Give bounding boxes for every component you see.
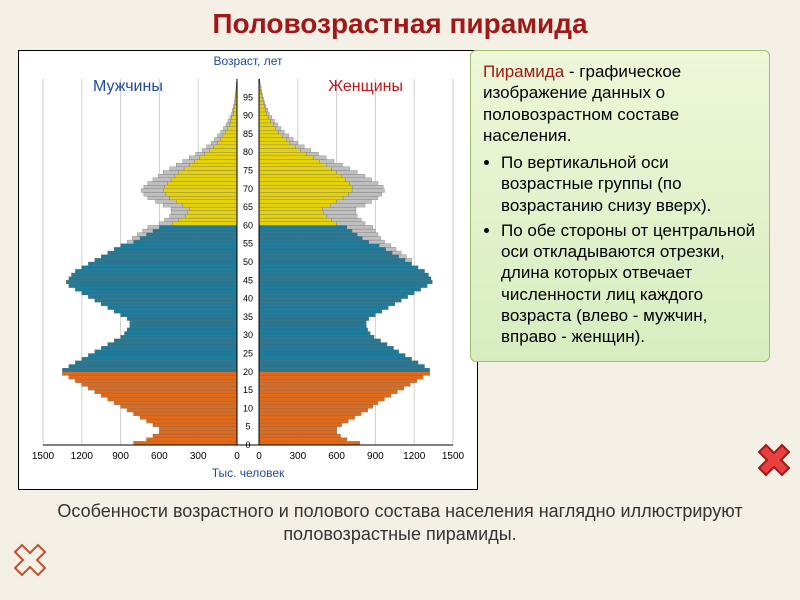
svg-text:0: 0 [245, 440, 250, 450]
svg-text:1200: 1200 [403, 451, 426, 462]
svg-text:60: 60 [243, 220, 253, 230]
svg-text:80: 80 [243, 147, 253, 157]
svg-text:600: 600 [151, 451, 168, 462]
slide: Половозрастная пирамида 1500150012001200… [0, 0, 800, 600]
svg-text:35: 35 [243, 312, 253, 322]
svg-text:600: 600 [328, 451, 345, 462]
svg-text:85: 85 [243, 129, 253, 139]
info-box: Пирамида - графическое изображение данны… [470, 50, 770, 362]
svg-text:5: 5 [245, 422, 250, 432]
term: Пирамида [483, 62, 564, 81]
prev-button[interactable] [10, 540, 50, 580]
svg-text:1500: 1500 [442, 451, 465, 462]
svg-text:90: 90 [243, 111, 253, 121]
svg-text:15: 15 [243, 385, 253, 395]
next-button[interactable] [754, 440, 794, 480]
svg-text:25: 25 [243, 349, 253, 359]
info-bullets: По вертикальной оси возрастные группы (п… [501, 152, 757, 347]
page-title: Половозрастная пирамида [0, 0, 800, 44]
svg-text:Тыс. человек: Тыс. человек [212, 466, 285, 480]
svg-text:Мужчины: Мужчины [93, 78, 163, 95]
population-pyramid-chart: 1500150012001200900900600600300300000510… [18, 50, 478, 490]
caption: Особенности возрастного и полового соста… [40, 500, 760, 547]
svg-text:0: 0 [256, 451, 262, 462]
chart-svg: 1500150012001200900900600600300300000510… [19, 51, 477, 489]
svg-text:45: 45 [243, 275, 253, 285]
svg-text:40: 40 [243, 294, 253, 304]
svg-text:900: 900 [112, 451, 129, 462]
svg-text:55: 55 [243, 239, 253, 249]
svg-text:10: 10 [243, 403, 253, 413]
svg-text:20: 20 [243, 367, 253, 377]
svg-text:900: 900 [367, 451, 384, 462]
svg-text:300: 300 [190, 451, 207, 462]
svg-text:30: 30 [243, 330, 253, 340]
svg-text:75: 75 [243, 166, 253, 176]
svg-text:0: 0 [234, 451, 240, 462]
svg-text:Женщины: Женщины [328, 78, 403, 95]
svg-text:65: 65 [243, 202, 253, 212]
info-bullet: По обе стороны от центральной оси отклад… [501, 220, 757, 348]
svg-text:300: 300 [289, 451, 306, 462]
svg-text:70: 70 [243, 184, 253, 194]
svg-text:50: 50 [243, 257, 253, 267]
info-bullet: По вертикальной оси возрастные группы (п… [501, 152, 757, 216]
svg-text:Возраст, лет: Возраст, лет [214, 54, 284, 68]
svg-text:1200: 1200 [71, 451, 94, 462]
x-icon [10, 540, 50, 580]
svg-text:1500: 1500 [32, 451, 55, 462]
x-icon [754, 440, 794, 480]
svg-text:95: 95 [243, 92, 253, 102]
